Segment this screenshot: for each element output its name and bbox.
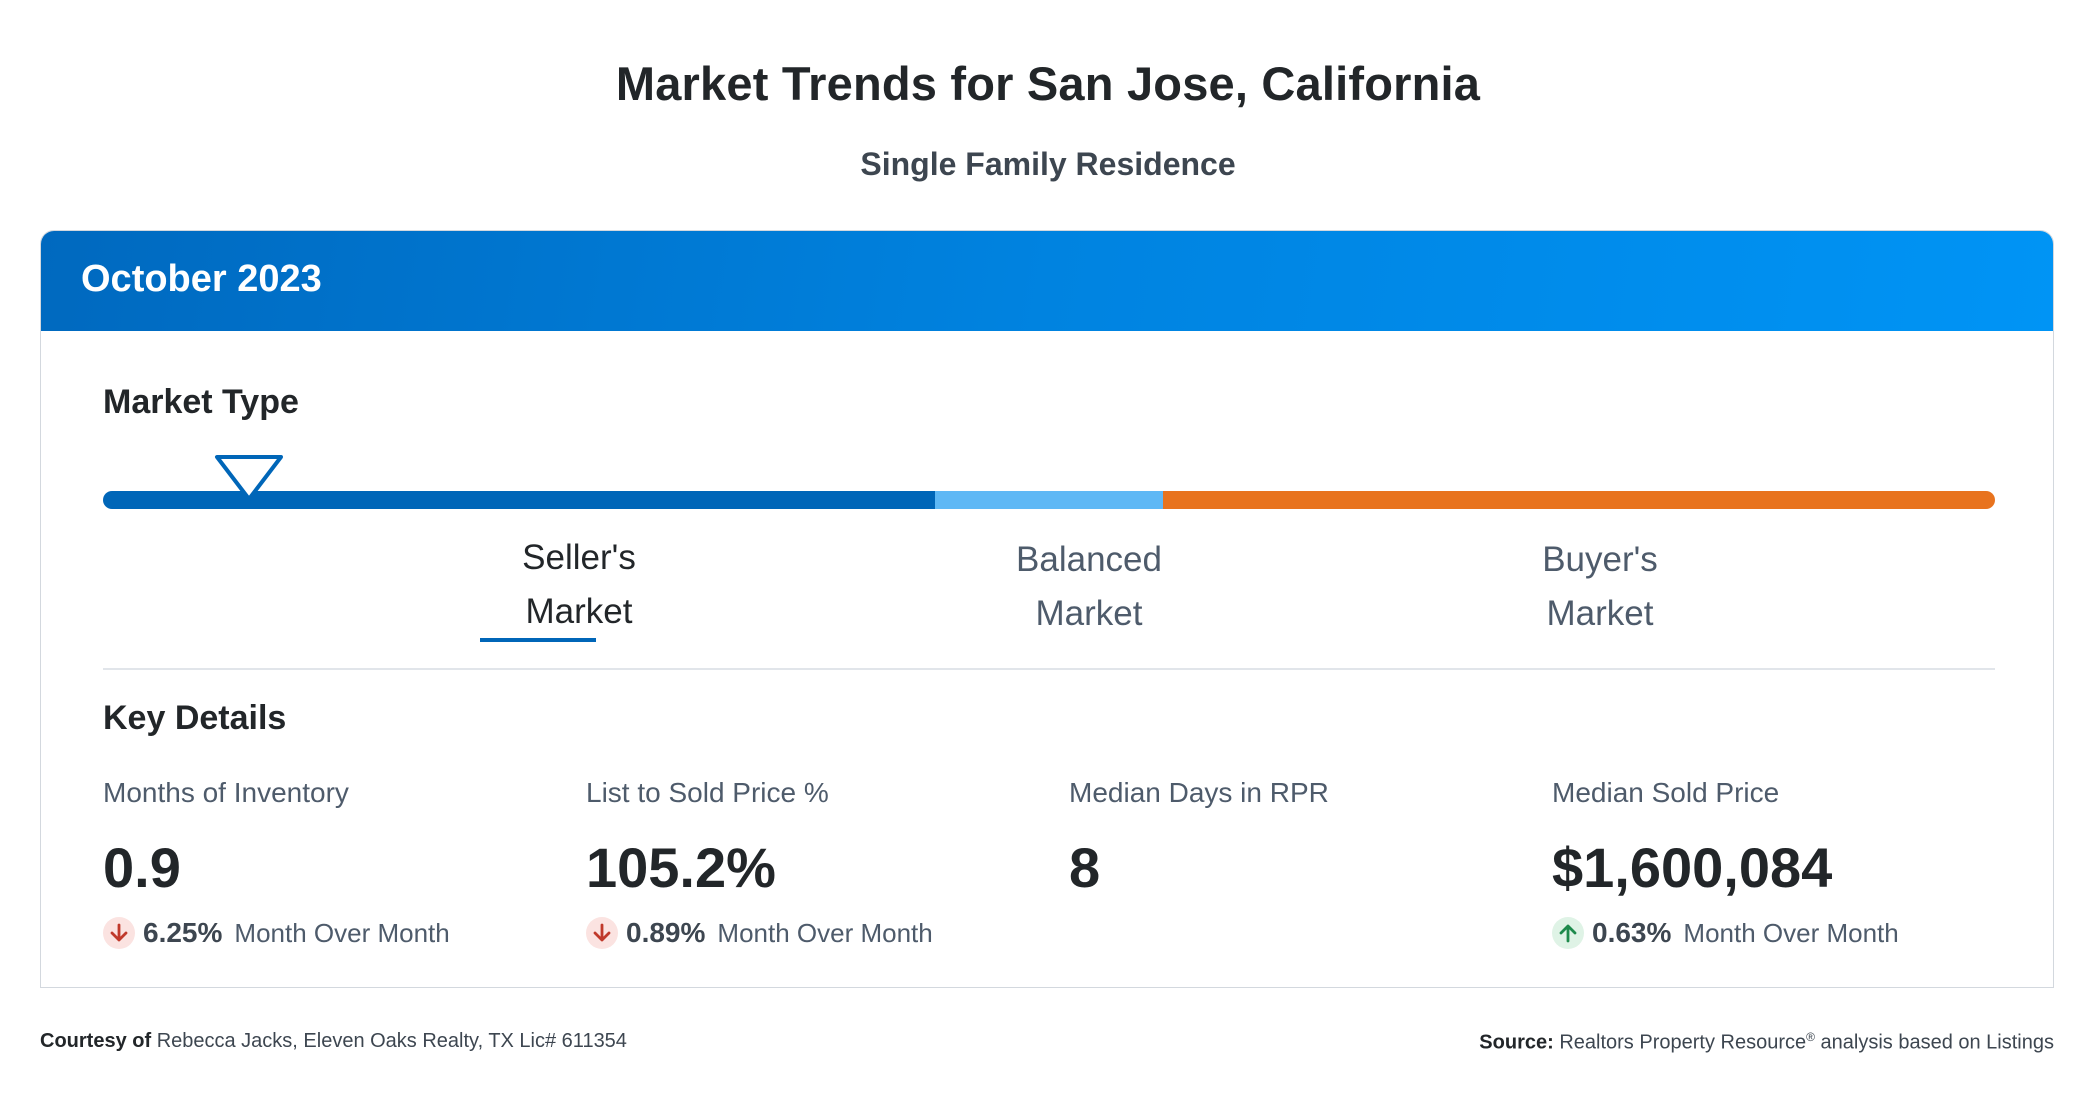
- buyer-market-label-line1: Buyer's: [1542, 540, 1658, 579]
- stat-months-of-inventory: Months of Inventory 0.9 6.25% Month Over…: [103, 777, 563, 953]
- buyer-market-label: Buyer's Market: [1450, 533, 1750, 641]
- stat-label: List to Sold Price %: [586, 777, 829, 808]
- stat-change: 6.25% Month Over Month: [103, 913, 563, 953]
- period-title: October 2023: [81, 258, 322, 300]
- stat-value: 0.9: [103, 836, 181, 899]
- source-label: Source:: [1479, 1031, 1554, 1054]
- market-type-bar: [103, 491, 1995, 509]
- page-title: Market Trends for San Jose, California: [615, 57, 1481, 110]
- balanced-market-label-line1: Balanced: [1016, 540, 1162, 579]
- stat-value: 105.2%: [586, 836, 776, 899]
- market-trends-card: October 2023 Market Type Seller's Market…: [40, 230, 2054, 988]
- balanced-market-label: Balanced Market: [939, 533, 1239, 641]
- arrow-up-icon: [1552, 917, 1584, 949]
- page-subtitle: Single Family Residence: [860, 146, 1236, 182]
- stat-median-sold-price: Median Sold Price $1,600,084 0.63% Month…: [1552, 777, 2012, 953]
- seller-market-label-line1: Seller's: [522, 538, 636, 577]
- market-indicator-triangle-icon: [215, 455, 283, 501]
- registered-mark: ®: [1806, 1030, 1815, 1044]
- stat-median-days-in-rpr: Median Days in RPR 8: [1069, 777, 1529, 901]
- seller-market-label-line2: Market: [525, 592, 633, 631]
- courtesy-text: Rebecca Jacks, Eleven Oaks Realty, TX Li…: [156, 1030, 627, 1052]
- change-text: Month Over Month: [1683, 917, 1899, 948]
- seller-market-segment: [103, 491, 935, 509]
- footer-source: Source: Realtors Property Resource® anal…: [1479, 1030, 2054, 1055]
- seller-market-label: Seller's Market: [429, 531, 729, 639]
- market-type-title: Market Type: [103, 383, 299, 421]
- change-percent: 0.89%: [626, 917, 706, 948]
- change-text: Month Over Month: [717, 917, 933, 948]
- stat-label: Months of Inventory: [103, 777, 349, 808]
- stat-value: $1,600,084: [1552, 836, 1833, 899]
- selected-market-underline: [480, 638, 596, 642]
- arrow-down-icon: [103, 917, 135, 949]
- change-text: Month Over Month: [234, 917, 450, 948]
- courtesy-label: Courtesy of: [40, 1030, 152, 1052]
- stat-value: 8: [1069, 836, 1101, 899]
- stat-label: Median Sold Price: [1552, 777, 1780, 808]
- balanced-market-segment: [935, 491, 1163, 509]
- buyer-market-label-line2: Market: [1546, 594, 1654, 633]
- change-percent: 6.25%: [143, 917, 223, 948]
- stat-label: Median Days in RPR: [1069, 777, 1329, 808]
- change-percent: 0.63%: [1592, 917, 1672, 948]
- stat-change: 0.89% Month Over Month: [586, 913, 1046, 953]
- source-text: Realtors Property Resource: [1559, 1031, 1807, 1054]
- stat-change: 0.63% Month Over Month: [1552, 913, 2012, 953]
- buyer-market-segment: [1163, 491, 1995, 509]
- arrow-down-icon: [586, 917, 618, 949]
- key-details-title: Key Details: [103, 699, 287, 737]
- stat-list-to-sold-price: List to Sold Price % 105.2% 0.89% Month …: [586, 777, 1046, 953]
- card-header: October 2023: [41, 231, 2053, 331]
- source-suffix: analysis based on Listings: [1820, 1031, 2054, 1054]
- section-divider: [103, 668, 1995, 670]
- footer-courtesy: Courtesy of Rebecca Jacks, Eleven Oaks R…: [40, 1030, 627, 1053]
- balanced-market-label-line2: Market: [1035, 594, 1143, 633]
